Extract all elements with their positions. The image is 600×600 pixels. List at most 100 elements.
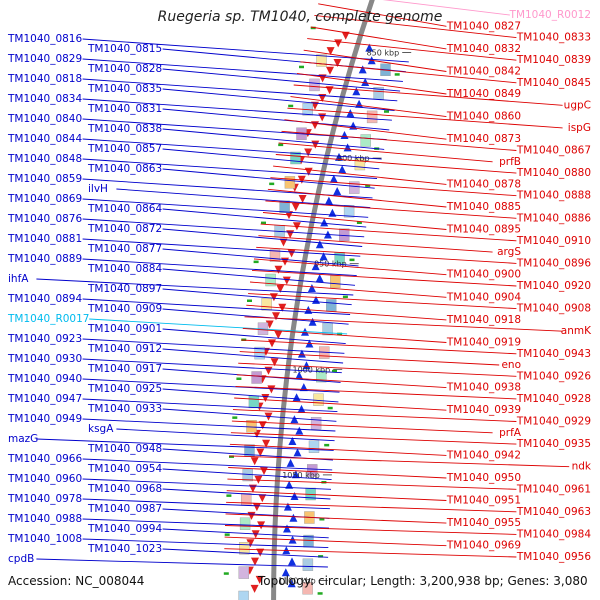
gene-leader-line: [234, 397, 447, 411]
annotation-block: [265, 273, 276, 287]
gene-label-left: mazG: [8, 433, 38, 445]
gene-leader-line: [307, 38, 517, 61]
gene-label-right: eno: [501, 359, 521, 371]
gene-label-right: TM1040_0904: [446, 291, 521, 303]
gene-label-left: TM1040_0894: [7, 293, 82, 305]
gene-leader-line: [267, 188, 447, 208]
forward-gene-arrow: [315, 240, 324, 249]
scale-tick-label: 900 kbp: [337, 154, 370, 163]
green-tick-mark: [261, 221, 266, 225]
gene-leader-line: [82, 78, 398, 102]
gene-label-right: TM1040_0969: [446, 540, 521, 552]
gene-leader-line: [314, 14, 517, 39]
forward-gene-arrow: [329, 174, 338, 183]
gene-label-right: TM1040_0896: [516, 257, 591, 269]
gene-label-left: TM1040_0889: [7, 253, 82, 265]
gene-leader-line: [262, 212, 447, 230]
gene-leader-line: [290, 96, 447, 118]
reverse-gene-arrow: [267, 385, 276, 394]
green-tick-mark: [317, 592, 323, 595]
gene-label-right: TM1040_0908: [516, 303, 591, 315]
gene-leader-line: [82, 158, 378, 179]
gene-label-left: TM1040_0828: [87, 63, 162, 75]
gene-label-left: TM1040_0912: [87, 343, 162, 355]
gene-leader-line: [82, 378, 340, 393]
annotation-block: [349, 181, 360, 194]
annotation-block: [339, 228, 350, 241]
gene-label-right: ndk: [572, 461, 592, 473]
forward-gene-arrow: [311, 262, 320, 271]
annotation-block: [366, 110, 378, 124]
gene-label-left: TM1040_0948: [87, 443, 162, 455]
gene-label-right: TM1040_0928: [516, 393, 591, 405]
gene-label-left: TM1040_0987: [87, 503, 162, 515]
gene-label-right: anmK: [561, 325, 592, 337]
gene-label-left: TM1040_0917: [87, 363, 162, 375]
gene-label-right: TM1040_0929: [516, 416, 591, 428]
gene-leader-line: [82, 238, 361, 257]
gene-label-right: TM1040_0942: [446, 449, 521, 461]
gene-label-right: TM1040_0950: [446, 472, 521, 484]
reverse-gene-arrow: [261, 394, 270, 402]
gene-label-right: TM1040_0963: [516, 506, 591, 518]
gene-leader-line: [226, 490, 447, 501]
forward-gene-arrow: [324, 196, 333, 205]
annotation-block: [248, 395, 260, 409]
annotation-block: [316, 54, 327, 67]
gene-leader-line: [82, 458, 333, 471]
gene-label-left: TM1040_0966: [7, 453, 82, 465]
gene-label-left: TM1040_0872: [87, 223, 162, 235]
annotation-block: [316, 369, 327, 383]
gene-label-left: TM1040_0864: [87, 203, 162, 215]
gene-label-left: TM1040_0877: [87, 243, 162, 255]
green-tick-mark: [232, 416, 238, 419]
gene-leader-line: [162, 488, 331, 500]
reverse-gene-arrow: [318, 113, 327, 122]
gene-label-left: TM1040_0829: [7, 53, 82, 65]
green-tick-mark: [332, 369, 337, 373]
gene-leader-line: [82, 218, 365, 238]
gene-label-left: ksgA: [88, 423, 114, 435]
forward-gene-arrow: [295, 371, 304, 380]
forward-gene-arrow: [297, 404, 306, 413]
annotation-block: [251, 371, 262, 384]
gene-label-left: TM1040_0994: [87, 523, 162, 535]
reverse-gene-arrow: [258, 421, 267, 430]
annotation-block: [240, 493, 252, 506]
gene-leader-line: [310, 26, 447, 50]
gene-label-right: TM1040_0886: [516, 212, 591, 224]
gene-leader-line: [82, 358, 342, 374]
gene-leader-line: [162, 348, 344, 364]
forward-gene-arrow: [288, 437, 297, 445]
green-tick-mark: [365, 184, 371, 187]
gene-label-left: TM1040_0930: [7, 353, 82, 365]
gene-leader-line: [82, 138, 382, 160]
annotation-block: [269, 249, 281, 262]
annotation-block: [310, 417, 322, 430]
gene-label-right: TM1040_0955: [446, 517, 521, 529]
green-tick-mark: [319, 518, 325, 521]
gene-leader-line: [162, 148, 380, 170]
gene-label-right: TM1040_0839: [516, 54, 591, 66]
gene-label-right: ugpC: [564, 99, 591, 111]
gene-leader-line: [82, 98, 392, 121]
gene-label-right: prfB: [499, 156, 521, 168]
gene-label-right: TM1040_0885: [446, 201, 521, 213]
accession-text: Accession: NC_008044: [8, 574, 145, 588]
gene-leader-line: [284, 119, 447, 140]
annotation-block: [302, 582, 313, 595]
annotation-block: [313, 393, 324, 406]
gene-leader-line: [281, 130, 517, 151]
gene-leader-line: [275, 154, 517, 174]
forward-gene-arrow: [287, 579, 296, 588]
gene-label-right: TM1040_0833: [516, 32, 591, 44]
gene-label-right: TM1040_0842: [446, 66, 521, 78]
gene-feature-track: [223, 26, 400, 600]
annotation-block: [360, 134, 371, 147]
gene-leader-line: [270, 177, 517, 197]
gene-leader-line: [241, 339, 517, 355]
annotation-block: [326, 299, 337, 312]
gene-leader-line: [230, 432, 517, 445]
green-tick-mark: [288, 104, 294, 108]
annotation-block: [307, 464, 318, 477]
